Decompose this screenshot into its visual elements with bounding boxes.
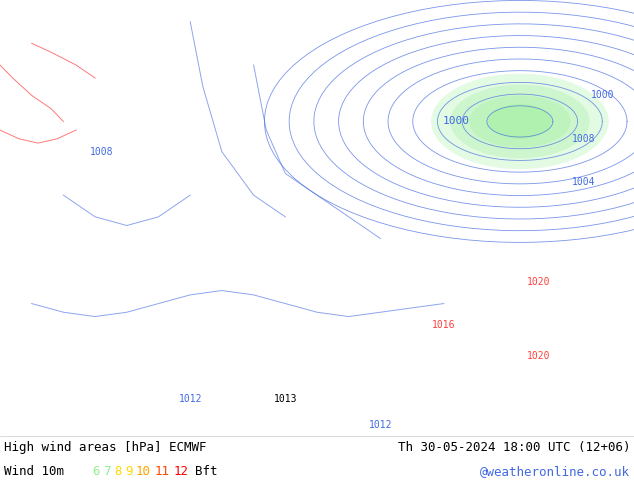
Text: Wind 10m: Wind 10m: [4, 466, 64, 478]
Text: @weatheronline.co.uk: @weatheronline.co.uk: [480, 466, 630, 478]
Text: 1016: 1016: [432, 320, 456, 330]
Text: 9: 9: [125, 466, 133, 478]
Text: 11: 11: [155, 466, 170, 478]
Text: 1012: 1012: [368, 420, 392, 430]
Text: 1020: 1020: [527, 277, 551, 287]
Text: 8: 8: [114, 466, 122, 478]
Ellipse shape: [469, 96, 571, 147]
Text: 6: 6: [92, 466, 100, 478]
Text: Bft: Bft: [195, 466, 217, 478]
Ellipse shape: [488, 104, 552, 139]
Text: 1012: 1012: [178, 394, 202, 404]
Text: 12: 12: [174, 466, 189, 478]
Ellipse shape: [431, 74, 609, 169]
Text: 1000: 1000: [443, 117, 470, 126]
Text: 1004: 1004: [571, 177, 595, 187]
Text: 10: 10: [136, 466, 151, 478]
Text: 1020: 1020: [527, 350, 551, 361]
Text: Th 30-05-2024 18:00 UTC (12+06): Th 30-05-2024 18:00 UTC (12+06): [398, 441, 630, 454]
Text: 1013: 1013: [273, 394, 297, 404]
Text: 1008: 1008: [89, 147, 113, 157]
Text: High wind areas [hPa] ECMWF: High wind areas [hPa] ECMWF: [4, 441, 207, 454]
Text: 1008: 1008: [571, 134, 595, 144]
Text: 1000: 1000: [590, 90, 614, 100]
Text: 7: 7: [103, 466, 110, 478]
Ellipse shape: [450, 85, 590, 158]
